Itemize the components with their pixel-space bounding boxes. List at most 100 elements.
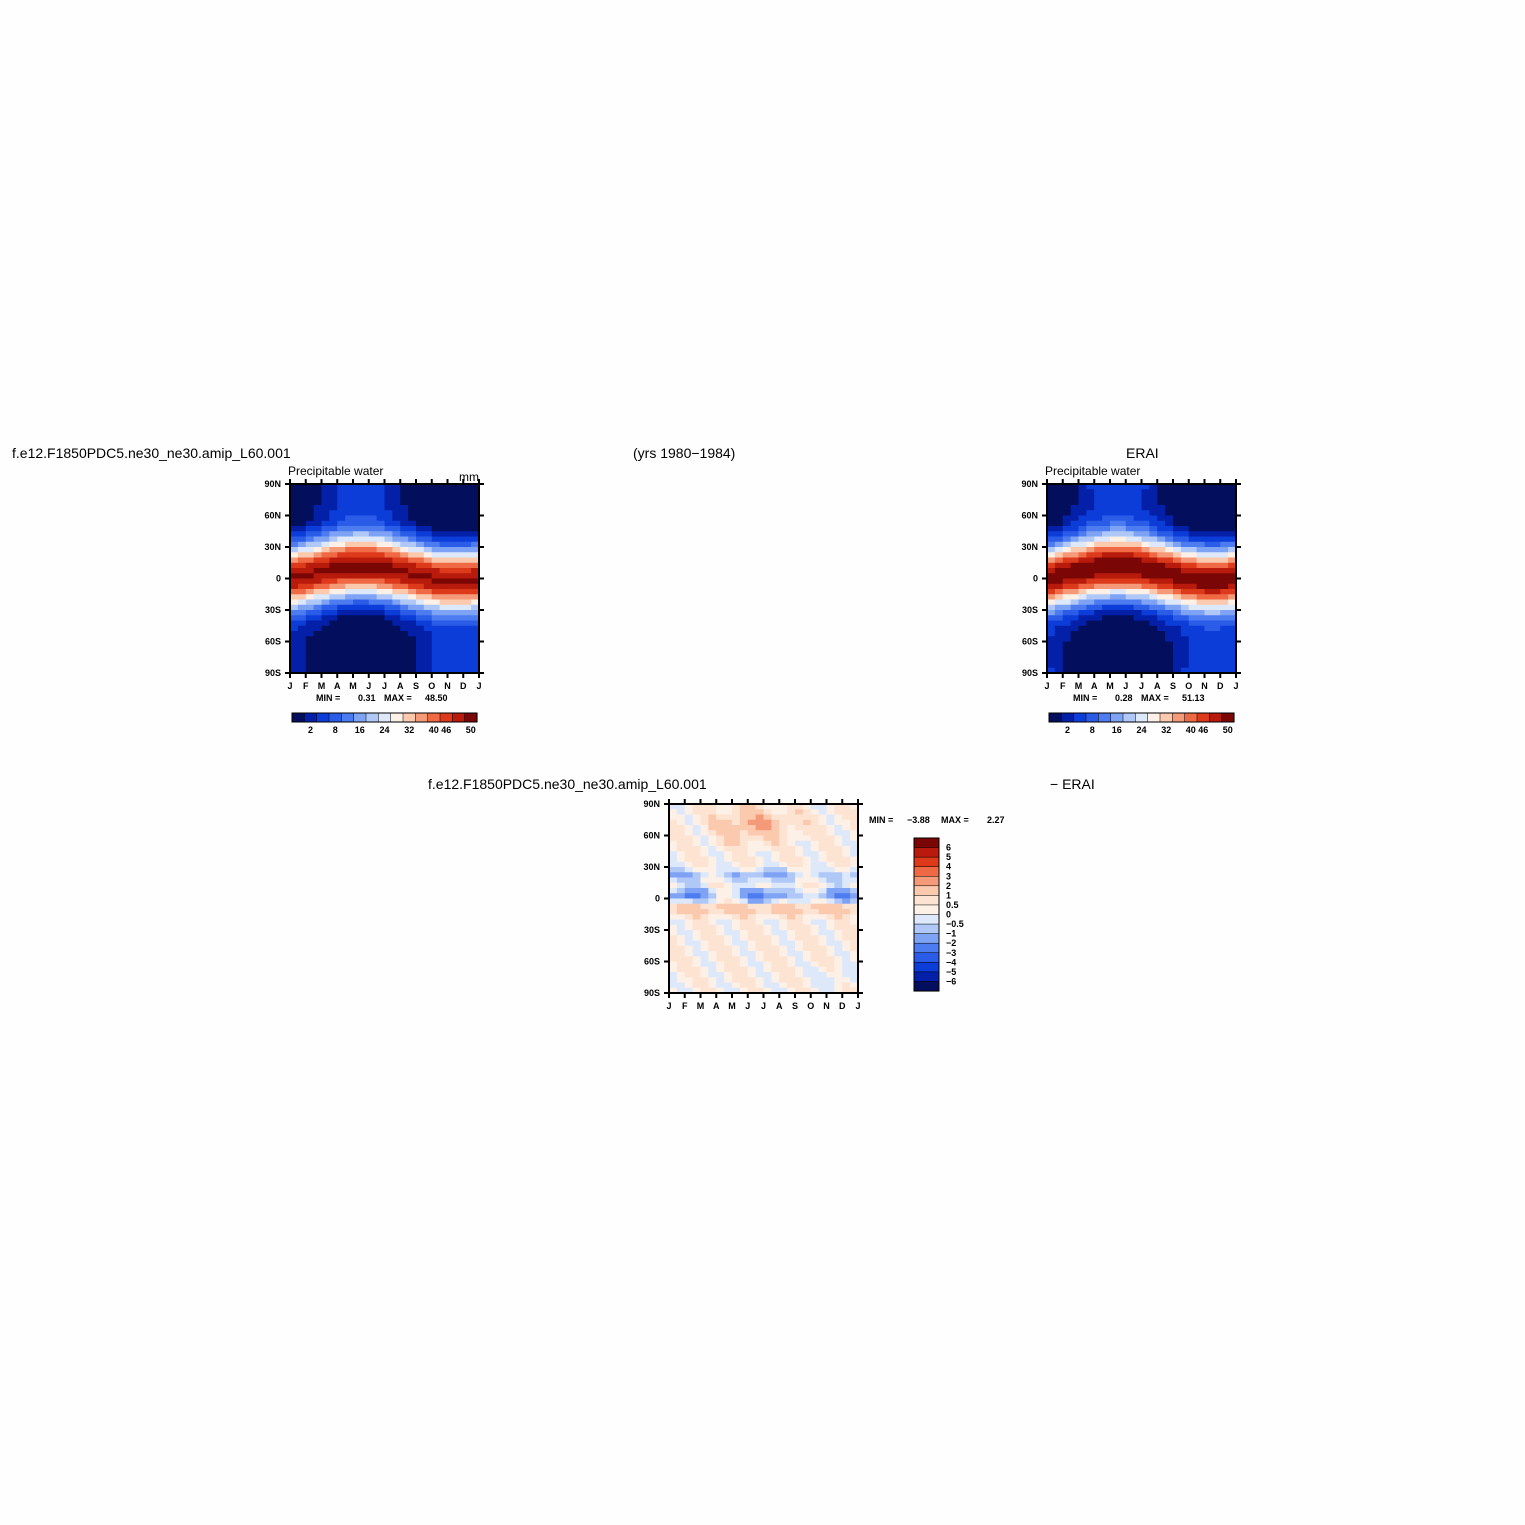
diff-heatmap-cell: [716, 851, 725, 857]
obs-heatmap-cell: [1141, 583, 1150, 590]
model-heatmap-cell: [305, 541, 315, 548]
diff-heatmap-cell: [755, 972, 764, 978]
diff-heatmap-cell: [716, 977, 725, 983]
obs-heatmap-cell: [1078, 657, 1087, 663]
diff-heatmap-cell: [669, 861, 678, 868]
diff-heatmap-cell: [716, 825, 725, 831]
model-heatmap-cell: [400, 646, 409, 653]
diff-heatmap-cell: [771, 846, 780, 852]
model-heatmap-cell: [439, 599, 448, 606]
obs-heatmap-cell: [1212, 505, 1221, 511]
obs-heatmap-cell: [1062, 625, 1072, 632]
diff-colorbar-swatch: [913, 837, 940, 849]
diff-heatmap-cell: [850, 819, 859, 826]
diff-heatmap-cell: [747, 856, 757, 863]
diff-heatmap-cell: [787, 856, 796, 863]
obs-heatmap-cell: [1102, 583, 1111, 590]
model-heatmap-cell: [329, 604, 338, 611]
obs-heatmap-cell: [1228, 610, 1237, 616]
diff-heatmap-cell: [708, 961, 717, 968]
obs-heatmap-cell: [1117, 625, 1127, 632]
obs-heatmap-cell: [1070, 499, 1079, 506]
obs-heatmap-cell: [1125, 568, 1135, 574]
model-heatmap-cell: [290, 552, 299, 558]
diff-heatmap-cell: [700, 972, 709, 978]
diff-heatmap-cell: [834, 819, 843, 826]
obs-heatmap-cell: [1220, 641, 1229, 648]
diff-heatmap-cell: [755, 977, 764, 983]
diff-heatmap-cell: [692, 919, 701, 926]
obs-heatmap-cell: [1062, 552, 1072, 558]
model-heatmap-cell: [400, 667, 409, 674]
model-heatmap-cell: [416, 641, 425, 648]
obs-heatmap-cell: [1212, 526, 1221, 532]
obs-heatmap-cell: [1212, 583, 1221, 590]
obs-heatmap-cell: [1110, 541, 1119, 548]
model-heatmap-cell: [305, 494, 315, 501]
model-heatmap-cell: [368, 526, 378, 532]
model-heatmap-cell: [384, 583, 393, 590]
diff-heatmap-cell: [842, 814, 851, 821]
diff-heatmap-cell: [669, 867, 678, 873]
diff-heatmap-cell: [802, 819, 812, 826]
model-heatmap-cell: [337, 578, 346, 585]
obs-heatmap-cell: [1133, 583, 1142, 590]
diff-heatmap-cell: [779, 867, 788, 873]
model-heatmap-cell: [305, 520, 315, 527]
obs-heatmap-cell: [1086, 641, 1095, 648]
model-heatmap-cell: [329, 536, 338, 543]
diff-heatmap-cell: [850, 846, 859, 852]
diff-heatmap-cell: [732, 830, 741, 836]
diff-heatmap-cell: [669, 819, 678, 826]
obs-heatmap-cell: [1086, 636, 1095, 642]
model-heatmap-cell: [447, 510, 456, 516]
model-heatmap-cell: [463, 589, 472, 595]
obs-heatmap-cell: [1212, 604, 1221, 611]
diff-heatmap-cell: [810, 903, 820, 910]
model-heatmap-cell: [471, 625, 480, 632]
model-heatmap-cell: [368, 620, 378, 627]
diff-heatmap-cell: [755, 924, 764, 931]
model-heatmap-cell: [463, 578, 472, 585]
diff-heatmap-cell: [850, 898, 859, 905]
model-heatmap-cell: [455, 541, 464, 548]
obs-colorbar-swatch: [1172, 712, 1186, 723]
model-heatmap-cell: [353, 620, 362, 627]
diff-heatmap-cell: [747, 919, 757, 926]
model-heatmap-cell: [416, 604, 425, 611]
model-heatmap-cell: [455, 657, 464, 663]
obs-heatmap-cell: [1220, 604, 1229, 611]
obs-heatmap-cell: [1102, 646, 1111, 653]
obs-heatmap-cell: [1062, 562, 1072, 569]
model-heatmap-cell: [455, 631, 464, 637]
obs-heatmap-cell: [1173, 541, 1182, 548]
model-heatmap-cell: [321, 520, 330, 527]
obs-heatmap-cell: [1062, 667, 1072, 674]
obs-heatmap-cell: [1102, 515, 1111, 522]
diff-heatmap-cell: [763, 872, 772, 878]
model-heatmap-cell: [423, 520, 433, 527]
diff-heatmap-cell: [779, 851, 788, 857]
obs-heatmap-cell: [1054, 552, 1064, 558]
diff-heatmap-cell: [787, 840, 796, 847]
diff-heatmap-cell: [692, 867, 701, 873]
obs-heatmap-cell: [1188, 573, 1198, 579]
model-heatmap-cell: [368, 562, 378, 569]
diff-heatmap-cell: [842, 977, 851, 983]
diff-heatmap-cell: [708, 914, 717, 920]
model-heatmap-cell: [447, 505, 456, 511]
obs-colorbar-label: 8: [1090, 725, 1095, 735]
model-heatmap-cell: [290, 499, 299, 506]
obs-heatmap-cell: [1110, 562, 1119, 569]
diff-heatmap-cell: [826, 924, 835, 931]
obs-heatmap-cell: [1220, 620, 1229, 627]
diff-heatmap-cell: [692, 977, 701, 983]
diff-heatmap-cell: [834, 840, 843, 847]
diff-heatmap-cell: [747, 966, 757, 973]
diff-x-tick-label: N: [823, 1001, 830, 1011]
model-heatmap-cell: [329, 562, 338, 569]
obs-x-tick-label: J: [1139, 681, 1144, 691]
obs-heatmap-cell: [1125, 610, 1135, 616]
diff-heatmap-cell: [716, 914, 725, 920]
obs-panel-title: Precipitable water: [1045, 464, 1140, 478]
